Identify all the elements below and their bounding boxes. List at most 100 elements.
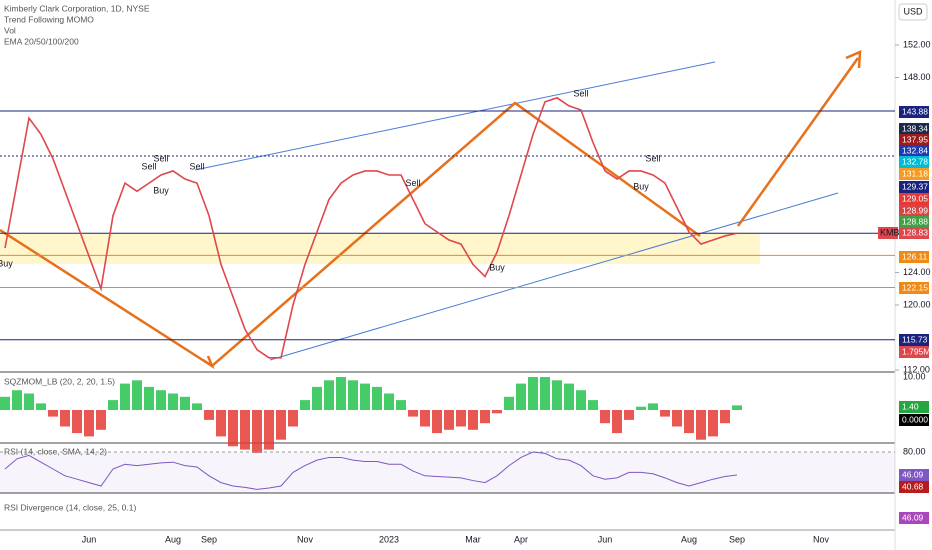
signal: Sell [153, 153, 168, 163]
pane-title: SQZMOM_LB (20, 2, 20, 1.5) [4, 376, 115, 386]
price-tag: 143.88 [899, 106, 929, 118]
rsi-line [4, 451, 738, 490]
momentum-bar [252, 410, 262, 453]
momentum-bar [648, 403, 658, 410]
price-tag: 132.78 [899, 156, 929, 168]
y-tick-label: 10.00 [903, 371, 926, 381]
tag-label: 131.18 [902, 168, 928, 178]
tag-label: 128.83 [902, 227, 928, 237]
momentum-bar [672, 410, 682, 427]
pane-title: RSI Divergence (14, close, 25, 0.1) [4, 502, 136, 512]
momentum-bar [300, 400, 310, 410]
momentum-bar [492, 410, 502, 414]
x-tick-label: 2023 [379, 534, 399, 544]
momentum-bar [444, 410, 454, 430]
tag-label: 40.68 [902, 481, 924, 491]
momentum-bar [12, 390, 22, 410]
tag-box [899, 401, 929, 413]
legend-item: Kimberly Clark Corporation, 1D, NYSE [4, 3, 150, 13]
symbol: KMB [880, 227, 900, 237]
momentum-bar [468, 410, 478, 430]
momentum-bar [456, 410, 466, 427]
momentum-bar [288, 410, 298, 427]
x-tick-label: Jun [598, 534, 613, 544]
value-tag: 0.0000 [899, 414, 929, 426]
momentum-bar [72, 410, 82, 434]
momentum-bar [636, 406, 646, 410]
momentum-bar [264, 410, 274, 450]
momentum-bar [36, 403, 46, 410]
tag-box [899, 123, 929, 135]
y-tick-label: 80.00 [903, 446, 926, 456]
momentum-bar [540, 377, 550, 410]
momentum-bar [504, 396, 514, 410]
momentum-bar [396, 400, 406, 410]
momentum-bar [96, 410, 106, 430]
signal: Buy [0, 259, 13, 269]
price-tag: 115.73 [899, 334, 929, 346]
value-tag: 40.68 [899, 481, 929, 493]
signal: Buy [633, 181, 649, 191]
momentum-bar [216, 410, 226, 437]
tag-label: 115.73 [902, 334, 928, 344]
momentum-bar [84, 410, 94, 437]
momentum-bar [588, 400, 598, 410]
tag-box [899, 193, 929, 205]
momentum-bar [612, 410, 622, 434]
x-tick-label: Jun [82, 534, 97, 544]
tag-box [899, 156, 929, 168]
momentum-bar [684, 410, 694, 434]
momentum-bar [624, 410, 634, 420]
momentum-bar [660, 410, 670, 417]
tag-box [899, 414, 929, 426]
legend-item: EMA 20/50/100/200 [4, 36, 79, 46]
x-tick-label: Mar [465, 534, 481, 544]
signal: Buy [489, 263, 505, 273]
momentum-bar [180, 396, 190, 410]
arrows [0, 50, 862, 370]
price-tag: 1.795M [899, 346, 930, 358]
momentum-bar [276, 410, 286, 440]
momentum-bar [372, 386, 382, 410]
price-line [4, 96, 738, 359]
currency-box [898, 3, 928, 21]
momentum-bar [528, 377, 538, 410]
momentum-bar [168, 393, 178, 410]
price-tag: 128.83 [899, 227, 929, 239]
momentum-bar [420, 410, 430, 427]
momentum-bar [384, 393, 394, 410]
tag-label: 46.09 [902, 512, 924, 522]
price-tag: 122.15 [899, 282, 929, 294]
signal: Sell [405, 178, 420, 188]
tag-box [899, 469, 929, 481]
tag-box [899, 145, 929, 157]
signal: Sell [141, 162, 156, 172]
tag-box [899, 181, 929, 193]
price-tag: 128.88 [899, 216, 929, 228]
momentum-bar [408, 410, 418, 417]
momentum-bar [312, 386, 322, 410]
price-tag: 132.84 [899, 145, 929, 157]
momentum-bar [432, 410, 442, 434]
momentum-bar [24, 393, 34, 410]
legend-item: Vol [4, 25, 16, 35]
tag-label: 0.0000 [902, 414, 928, 424]
momentum-bar [516, 383, 526, 410]
price-tag: 126.11 [899, 251, 929, 263]
tag-label: 132.84 [902, 145, 928, 155]
y-tick-label: 148.00 [903, 72, 931, 82]
pane-title: RSI (14, close, SMA, 14, 2) [4, 446, 107, 456]
price-tag: 129.05 [899, 193, 929, 205]
momentum-bar [348, 380, 358, 410]
momentum-bar [132, 380, 142, 410]
x-tick-label: Nov [813, 534, 830, 544]
signal: Buy [153, 185, 169, 195]
tag-box [899, 205, 929, 217]
y-tick-label: 112.00 [903, 364, 930, 374]
momentum-bar [576, 390, 586, 410]
momentum-bar [720, 410, 730, 424]
x-tick-label: Sep [201, 534, 217, 544]
tag-label: 1.40 [902, 401, 919, 411]
price-tag: 137.95 [899, 134, 929, 146]
